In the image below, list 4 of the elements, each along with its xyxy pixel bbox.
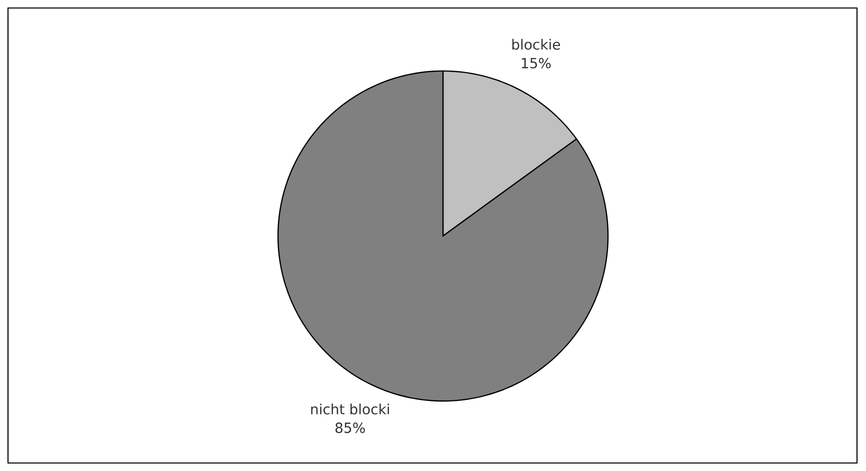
data-label: 15% bbox=[522, 58, 551, 68]
slice-label: nicht blocki bbox=[311, 404, 389, 414]
slice-label: blockie bbox=[512, 38, 560, 50]
data-label: 85% bbox=[335, 422, 365, 434]
